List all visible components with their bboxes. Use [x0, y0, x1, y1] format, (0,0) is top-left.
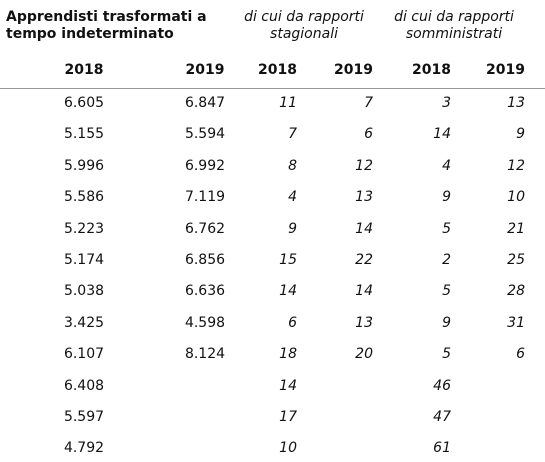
table-cell: 7 [364, 95, 373, 111]
table-cell: 15 [279, 252, 297, 268]
table-cell: 61 [433, 440, 451, 457]
year-header: 2019 [185, 62, 225, 78]
table-cell: 14 [355, 220, 373, 237]
table-cell: 14 [279, 283, 297, 300]
table-cell: 4.792 [63, 440, 105, 457]
table-cell: 2 [442, 252, 451, 268]
table-cell: 3 [442, 95, 451, 111]
table-cell: 6.107 [63, 346, 105, 363]
table-cell: 5.586 [63, 189, 105, 206]
table-cell: 4 [442, 157, 451, 174]
table-cell: 12 [507, 157, 525, 174]
table-cell: 13 [355, 314, 373, 331]
table-cell: 12 [355, 157, 373, 174]
table-cell: 6.856 [184, 252, 226, 268]
table-cell: 6 [516, 346, 525, 363]
table-cell: 14 [355, 283, 373, 300]
table-cell: 10 [279, 440, 297, 457]
table-cell: 10 [507, 189, 525, 206]
table-cell: 6 [288, 314, 297, 331]
year-header: 2019 [334, 62, 373, 78]
table-cell: 17 [279, 409, 297, 425]
table-cell: 6.605 [63, 95, 105, 111]
table-cell: 5 [442, 346, 451, 363]
table-cell: 20 [355, 346, 373, 363]
group-header: di cui da rapporti [244, 9, 364, 25]
table-cell: 47 [433, 409, 451, 425]
table-cell: 5.155 [63, 126, 105, 143]
table-cell: 5.038 [63, 283, 105, 300]
group-header: stagionali [270, 26, 338, 42]
table-cell: 5 [442, 220, 451, 237]
table-cell: 6.992 [184, 157, 226, 174]
table-cell: 5.597 [63, 409, 105, 425]
table-cell: 9 [516, 126, 525, 143]
table-cell: 5.594 [184, 126, 226, 143]
table-cell: 6.762 [184, 220, 226, 237]
table-cell: 4.598 [184, 314, 226, 331]
table-cell: 11 [279, 95, 297, 111]
table-cell: 5.996 [63, 157, 105, 174]
table-cell: 46 [433, 377, 451, 394]
group-header: di cui da rapporti [394, 9, 514, 25]
table-cell: 7 [288, 126, 297, 143]
group-header: Apprendisti trasformati a [6, 9, 207, 25]
table-cell: 6.847 [184, 95, 226, 111]
table-cell: 31 [507, 314, 525, 331]
table-cell: 9 [442, 189, 451, 206]
table-cell: 14 [279, 377, 297, 394]
table-cell: 28 [507, 283, 525, 300]
table-cell: 18 [279, 346, 297, 363]
year-header: 2018 [64, 62, 104, 78]
table-cell: 5 [442, 283, 451, 300]
table-cell: 13 [355, 189, 373, 206]
table-cell: 25 [507, 252, 525, 268]
table-cell: 9 [288, 220, 297, 237]
table-cell: 4 [288, 189, 297, 206]
group-header: tempo indeterminato [6, 26, 174, 42]
table-cell: 6.636 [184, 283, 226, 300]
table-cell: 6 [364, 126, 373, 143]
group-header: somministrati [405, 26, 503, 42]
table-cell: 3.425 [63, 314, 105, 331]
header-rule [0, 88, 545, 89]
table-cell: 8 [288, 157, 297, 174]
year-header: 2018 [258, 62, 297, 78]
table-cell: 5.174 [63, 252, 105, 268]
table-cell: 6.408 [63, 377, 105, 394]
table-cell: 13 [507, 95, 525, 111]
year-header: 2018 [412, 62, 451, 78]
table-cell: 8.124 [184, 346, 226, 363]
table-cell: 9 [442, 314, 451, 331]
table-cell: 14 [433, 126, 451, 143]
table-cell: 22 [355, 252, 373, 268]
year-header: 2019 [486, 62, 525, 78]
table-cell: 21 [507, 220, 525, 237]
table-cell: 7.119 [184, 189, 226, 206]
table-cell: 5.223 [63, 220, 105, 237]
